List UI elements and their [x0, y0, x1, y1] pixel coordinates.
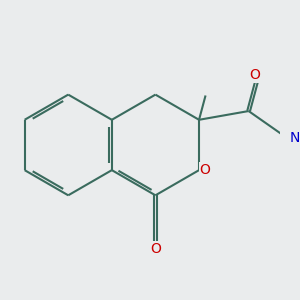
Text: O: O: [249, 68, 260, 82]
Text: O: O: [150, 242, 161, 256]
Text: O: O: [200, 163, 211, 177]
Text: N: N: [289, 131, 300, 146]
